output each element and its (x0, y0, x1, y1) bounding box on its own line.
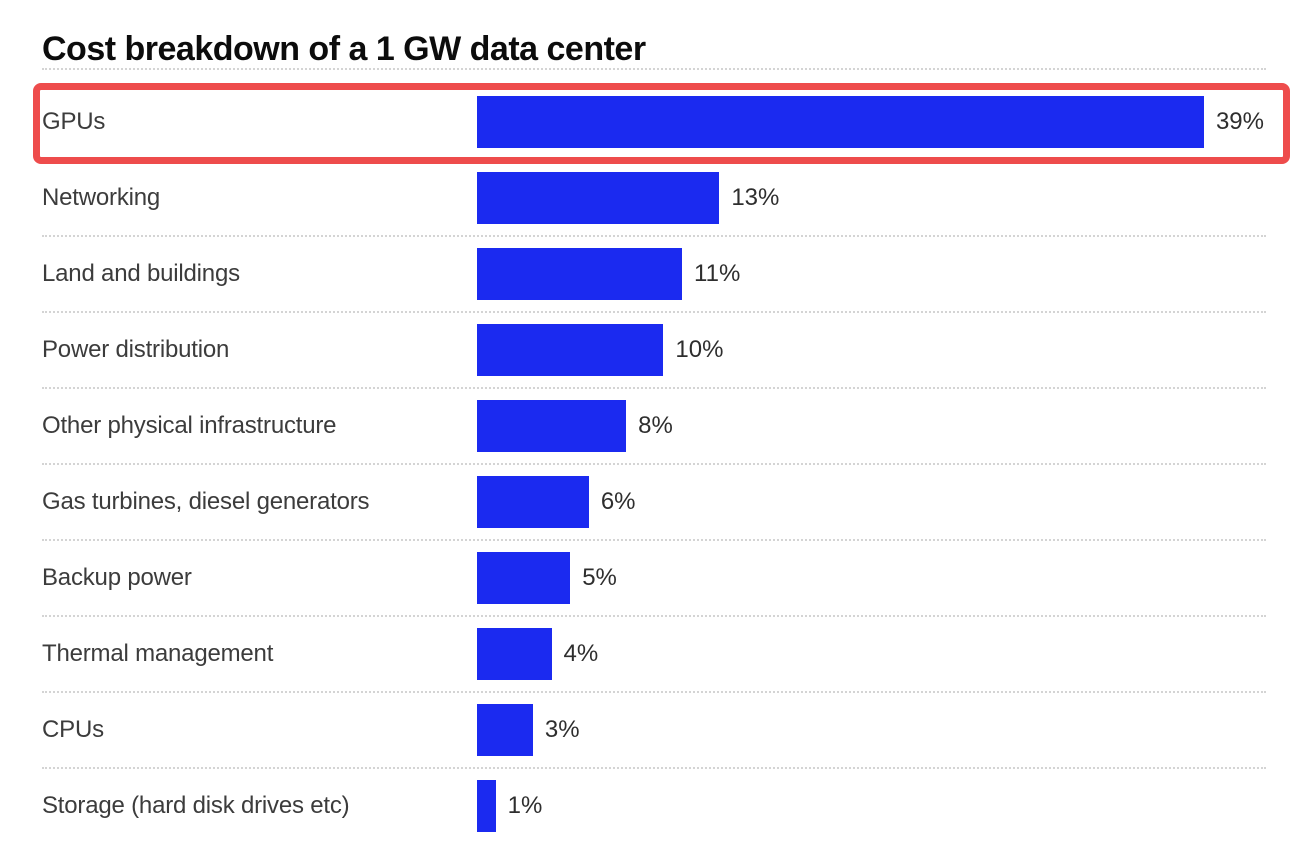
row-label: Land and buildings (42, 260, 240, 287)
value-label: 8% (638, 412, 673, 439)
value-label: 3% (544, 716, 580, 743)
chart-row: Backup power 5% (42, 539, 1266, 615)
row-label: Networking (42, 184, 161, 211)
bar (477, 172, 720, 224)
chart-title: Cost breakdown of a 1 GW data center (42, 30, 646, 68)
chart-row: Thermal management 4% (42, 615, 1266, 691)
bar (477, 248, 683, 300)
value-label: 6% (600, 488, 636, 515)
bar (477, 780, 496, 832)
bar (477, 324, 664, 376)
bar (477, 95, 1204, 148)
value-label: 39% (1215, 107, 1264, 135)
row-label: CPUs (42, 716, 104, 743)
row-label: Power distribution (42, 336, 230, 363)
chart-row: CPUs 3% (42, 691, 1266, 767)
row-label: Backup power (42, 564, 192, 591)
value-label: 5% (582, 564, 617, 591)
value-label: 4% (563, 640, 599, 667)
chart-row: Networking 13% (42, 159, 1266, 235)
chart-row: GPUs 39% (33, 68, 1290, 164)
row-label: GPUs (42, 107, 106, 135)
row-label: Gas turbines, diesel generators (42, 488, 370, 515)
value-label: 11% (694, 260, 741, 287)
chart-row: Land and buildings 11% (42, 235, 1266, 311)
bar (477, 704, 533, 756)
chart-row: Other physical infrastructure 8% (42, 387, 1266, 463)
value-label: 13% (731, 184, 780, 211)
bar (477, 400, 627, 452)
chart-row: Storage (hard disk drives etc) 1% (42, 767, 1266, 843)
bar (477, 476, 589, 528)
bar (477, 552, 571, 604)
row-label: Storage (hard disk drives etc) (42, 792, 350, 819)
bar (477, 628, 552, 680)
row-label: Thermal management (42, 640, 274, 667)
row-label: Other physical infrastructure (42, 412, 337, 439)
value-label: 1% (507, 792, 543, 819)
chart-row: Power distribution 10% (42, 311, 1266, 387)
chart-row: Gas turbines, diesel generators 6% (42, 463, 1266, 539)
value-label: 10% (675, 336, 724, 363)
bar-chart: GPUs 39% Networking 13% Land and buildings 11… (33, 68, 1290, 843)
